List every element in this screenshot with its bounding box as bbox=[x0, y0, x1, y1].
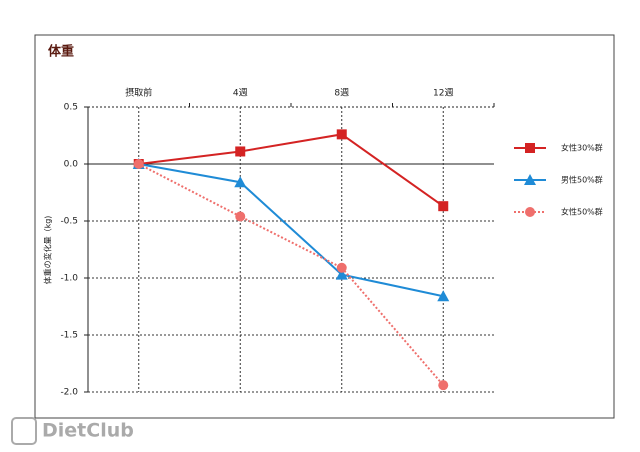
y-tick-label: 0.0 bbox=[64, 160, 79, 170]
x-tick-label: 8週 bbox=[334, 88, 349, 99]
legend-marker bbox=[525, 143, 535, 153]
data-point bbox=[234, 176, 247, 188]
data-point bbox=[438, 201, 449, 212]
data-point bbox=[437, 290, 450, 302]
y-tick-label: -2.0 bbox=[60, 388, 78, 398]
x-tick-label: 12週 bbox=[433, 88, 453, 99]
chart-frame bbox=[34, 34, 615, 419]
data-point bbox=[235, 211, 246, 222]
logo-icon bbox=[11, 417, 37, 445]
legend-label: 男性50%群 bbox=[561, 175, 603, 185]
y-tick-label: -0.5 bbox=[60, 217, 78, 227]
data-point bbox=[335, 268, 348, 280]
watermark: DietClub bbox=[42, 420, 134, 442]
x-tick-label: 摂取前 bbox=[125, 87, 152, 99]
legend-label: 女性30%群 bbox=[561, 143, 603, 153]
data-point bbox=[133, 159, 144, 169]
data-point bbox=[336, 262, 347, 273]
data-point bbox=[438, 380, 449, 391]
y-axis-label: 体重の変化量（kg) bbox=[43, 216, 53, 285]
legend-marker bbox=[524, 174, 536, 185]
y-tick-label: -1.0 bbox=[60, 274, 78, 284]
series-line bbox=[138, 133, 444, 207]
x-tick-label: 4週 bbox=[233, 88, 248, 99]
legend-marker bbox=[525, 207, 535, 217]
y-tick-label: -1.5 bbox=[60, 331, 78, 341]
legend-label: 女性50%群 bbox=[561, 207, 603, 217]
data-point bbox=[336, 129, 347, 140]
data-point bbox=[235, 146, 246, 157]
series-line bbox=[138, 163, 445, 386]
series-line bbox=[138, 163, 444, 298]
y-tick-label: 0.5 bbox=[64, 103, 78, 113]
chart-title: 体重 bbox=[48, 44, 74, 60]
